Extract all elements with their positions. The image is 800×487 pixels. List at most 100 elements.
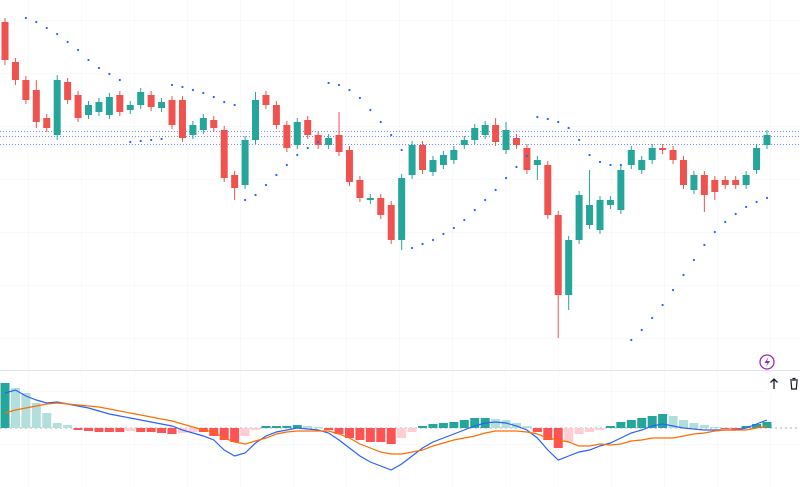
sar-dot — [431, 238, 435, 242]
candle-body — [147, 95, 155, 107]
sar-dot — [630, 338, 633, 342]
histogram-bar — [699, 425, 709, 428]
candle-body — [408, 145, 416, 175]
candle-body — [262, 95, 270, 105]
histogram-bar — [418, 426, 428, 428]
candle-body — [241, 140, 249, 185]
candle-body — [398, 178, 406, 240]
candle-body — [554, 215, 562, 295]
histogram-bar — [292, 425, 302, 428]
histogram-bar — [397, 428, 407, 438]
candle-body — [721, 180, 729, 185]
histogram-bar — [219, 428, 229, 440]
candle-body — [763, 135, 771, 145]
sar-dot — [264, 183, 268, 187]
candle-body — [43, 118, 51, 128]
sar-dot — [358, 96, 362, 100]
candle-body — [742, 175, 750, 185]
histogram-bar — [63, 425, 73, 428]
sar-dot — [97, 66, 101, 70]
candle-body — [523, 148, 531, 170]
candle-body — [85, 105, 93, 115]
histogram-bar — [52, 423, 62, 428]
histogram-bar — [21, 393, 31, 428]
candle-body — [586, 205, 594, 225]
sar-dot — [160, 137, 163, 141]
sar-dot — [139, 139, 142, 143]
sar-dot — [765, 196, 769, 200]
sar-dot — [170, 83, 174, 87]
histogram-bar — [522, 426, 532, 428]
sar-dot — [243, 198, 247, 202]
delete-button[interactable] — [785, 375, 800, 393]
histogram-bar — [282, 426, 292, 428]
sar-dot — [223, 100, 226, 104]
sar-dot — [275, 173, 278, 177]
candle-body — [439, 155, 447, 165]
sar-dot — [578, 138, 581, 142]
histogram-bar — [438, 423, 448, 428]
histogram-bar — [157, 428, 167, 433]
candle-body — [32, 90, 40, 122]
sar-dot — [515, 165, 518, 169]
histogram-bar — [574, 428, 584, 434]
sar-dot — [108, 72, 111, 76]
candle-body — [544, 165, 552, 215]
candle-body — [679, 160, 687, 185]
candle-body — [617, 170, 625, 210]
sar-dot — [671, 288, 675, 292]
sar-dot — [682, 273, 685, 277]
sar-dot — [181, 85, 184, 89]
histogram-bar — [762, 422, 772, 428]
candle-body — [481, 125, 489, 135]
histogram-bar — [501, 420, 511, 428]
sar-dot — [609, 163, 612, 167]
histogram-bar — [230, 428, 240, 442]
sar-dot — [525, 154, 529, 158]
sar-dot — [118, 78, 121, 82]
candle-body — [189, 125, 197, 135]
candle-body — [158, 102, 166, 108]
histogram-bar — [10, 388, 20, 428]
histogram-bar — [532, 428, 542, 432]
move-up-button[interactable] — [765, 375, 783, 393]
candle-body — [220, 130, 228, 178]
histogram-bar — [710, 427, 720, 428]
candle-body — [293, 122, 301, 145]
histogram-bar — [470, 418, 480, 428]
sar-dot — [755, 200, 758, 204]
histogram-bar — [637, 418, 647, 428]
histogram-bar — [647, 416, 657, 428]
macd-line — [4, 389, 768, 471]
histogram-bar — [616, 422, 626, 428]
candle-body — [471, 128, 479, 140]
histogram-bar — [251, 428, 261, 430]
candle-body — [22, 80, 30, 100]
sar-dot — [703, 243, 706, 247]
histogram-bar — [741, 426, 751, 428]
histogram-bar — [595, 428, 605, 430]
candle-body — [95, 102, 103, 112]
sar-dot — [421, 242, 424, 246]
sar-dot — [536, 115, 539, 119]
alert-icon[interactable] — [759, 354, 775, 370]
histogram-bar — [31, 403, 41, 428]
histogram-bar — [355, 428, 365, 440]
sar-dot — [285, 163, 288, 167]
sar-dot — [567, 126, 570, 130]
sar-dot — [87, 58, 90, 62]
sar-dot — [473, 208, 476, 212]
sar-dot — [692, 258, 696, 262]
sar-dot — [400, 148, 403, 152]
histogram-bar — [146, 428, 156, 432]
candle-body — [64, 82, 72, 100]
sar-dot — [56, 32, 59, 36]
sar-dot — [442, 232, 445, 236]
candle-body — [502, 130, 510, 150]
histogram-bar — [543, 428, 553, 440]
candle-body — [283, 125, 291, 148]
candle-body — [429, 160, 437, 172]
histogram-bar — [125, 428, 135, 431]
